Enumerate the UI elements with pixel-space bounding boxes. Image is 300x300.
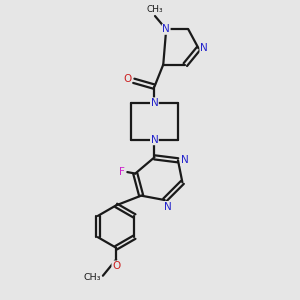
Text: O: O bbox=[123, 74, 131, 84]
Text: N: N bbox=[181, 155, 188, 165]
Text: N: N bbox=[162, 24, 170, 34]
Text: N: N bbox=[151, 135, 158, 145]
Text: N: N bbox=[200, 44, 208, 53]
Text: O: O bbox=[112, 261, 120, 271]
Text: N: N bbox=[151, 98, 158, 108]
Text: F: F bbox=[118, 167, 124, 177]
Text: N: N bbox=[164, 202, 172, 212]
Text: CH₃: CH₃ bbox=[84, 273, 101, 282]
Text: CH₃: CH₃ bbox=[147, 5, 163, 14]
